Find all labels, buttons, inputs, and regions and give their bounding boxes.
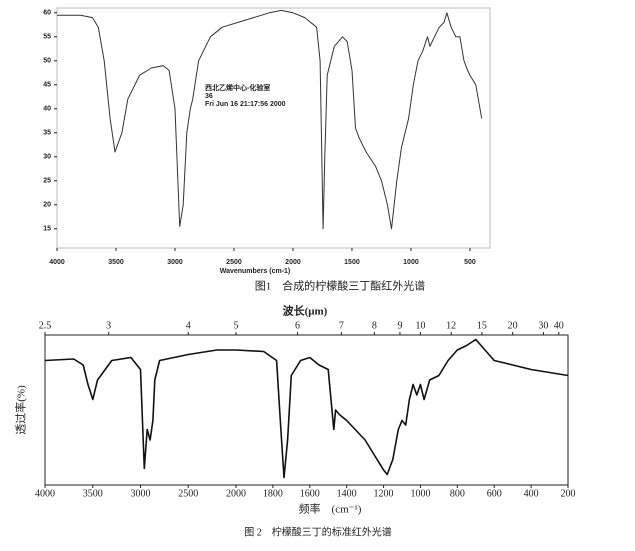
- x2-tick-label: 15: [477, 320, 487, 331]
- y-tick-label: 20: [43, 202, 51, 209]
- x-tick-label: 400: [524, 488, 539, 499]
- annotation: 西北乙烯中心-化验室: [205, 83, 270, 92]
- x-tick-label: 4000: [35, 488, 55, 499]
- spectrum-line: [44, 338, 569, 479]
- x-tick-label: 1000: [403, 259, 419, 266]
- y-label: 透过率(%): [14, 385, 28, 435]
- x-tick-label: 1400: [337, 488, 357, 499]
- x-tick-label: 1800: [263, 488, 283, 499]
- x2-tick-label: 40: [554, 320, 564, 331]
- x2-tick-label: 10: [415, 320, 425, 331]
- x-tick-label: 2500: [178, 488, 198, 499]
- x2-tick-label: 3: [106, 320, 111, 331]
- x-tick-label: 3500: [108, 259, 124, 266]
- x2-label: 波长(μm): [283, 304, 328, 318]
- x2-tick-label: 5: [234, 320, 239, 331]
- x2-tick-label: 8: [372, 320, 377, 331]
- caption: 图1 合成的柠檬酸三丁酯红外光谱: [255, 279, 426, 293]
- x-tick-label: 1200: [374, 488, 394, 499]
- x-tick-label: 2000: [285, 259, 301, 266]
- x-tick-label: 1000: [410, 488, 430, 499]
- y-tick-label: 50: [43, 58, 51, 65]
- y-tick-label: 60: [43, 10, 51, 17]
- frame-2: [44, 334, 569, 486]
- x-tick-label: 600: [487, 488, 502, 499]
- x-tick-label: 2500: [226, 259, 242, 266]
- x-tick-label: 3500: [83, 488, 103, 499]
- x2-tick-label: 2.5: [39, 320, 52, 331]
- x-tick-label: 3000: [131, 488, 151, 499]
- x-label: Wavenumbers (cm-1): [220, 268, 291, 275]
- caption: 图 2 柠檬酸三丁的标准红外光谱: [244, 525, 392, 538]
- x-tick-label: 2000: [226, 488, 246, 499]
- y-tick-label: 45: [43, 82, 51, 89]
- x-tick-label: 500: [464, 259, 476, 266]
- x2-tick-label: 9: [397, 320, 402, 331]
- frame-1: [56, 7, 491, 249]
- x2-tick-label: 4: [186, 320, 191, 331]
- y-tick-label: 40: [43, 106, 51, 113]
- x2-tick-label: 20: [508, 320, 518, 331]
- y-tick-label: 30: [43, 154, 51, 161]
- y-tick-label: 55: [43, 34, 51, 41]
- x2-tick-label: 6: [295, 320, 300, 331]
- annotation: 36: [205, 93, 213, 100]
- spectrum-line: [57, 9, 483, 230]
- x-tick-label: 200: [561, 488, 576, 499]
- y-tick-label: 25: [43, 178, 51, 185]
- annotation: Fri Jun 16 21:17:56 2000: [205, 101, 286, 108]
- x-tick-label: 800: [450, 488, 465, 499]
- x-tick-label: 1500: [344, 259, 360, 266]
- y-tick-label: 35: [43, 130, 51, 137]
- x-label: 频率 (cm⁻¹): [299, 502, 362, 516]
- x-tick-label: 3000: [167, 259, 183, 266]
- x-tick-label: 4000: [49, 259, 65, 266]
- x2-tick-label: 7: [339, 320, 344, 331]
- x2-tick-label: 12: [446, 320, 456, 331]
- x2-tick-label: 30: [538, 320, 548, 331]
- x-tick-label: 1600: [300, 488, 320, 499]
- y-tick-label: 15: [43, 226, 51, 233]
